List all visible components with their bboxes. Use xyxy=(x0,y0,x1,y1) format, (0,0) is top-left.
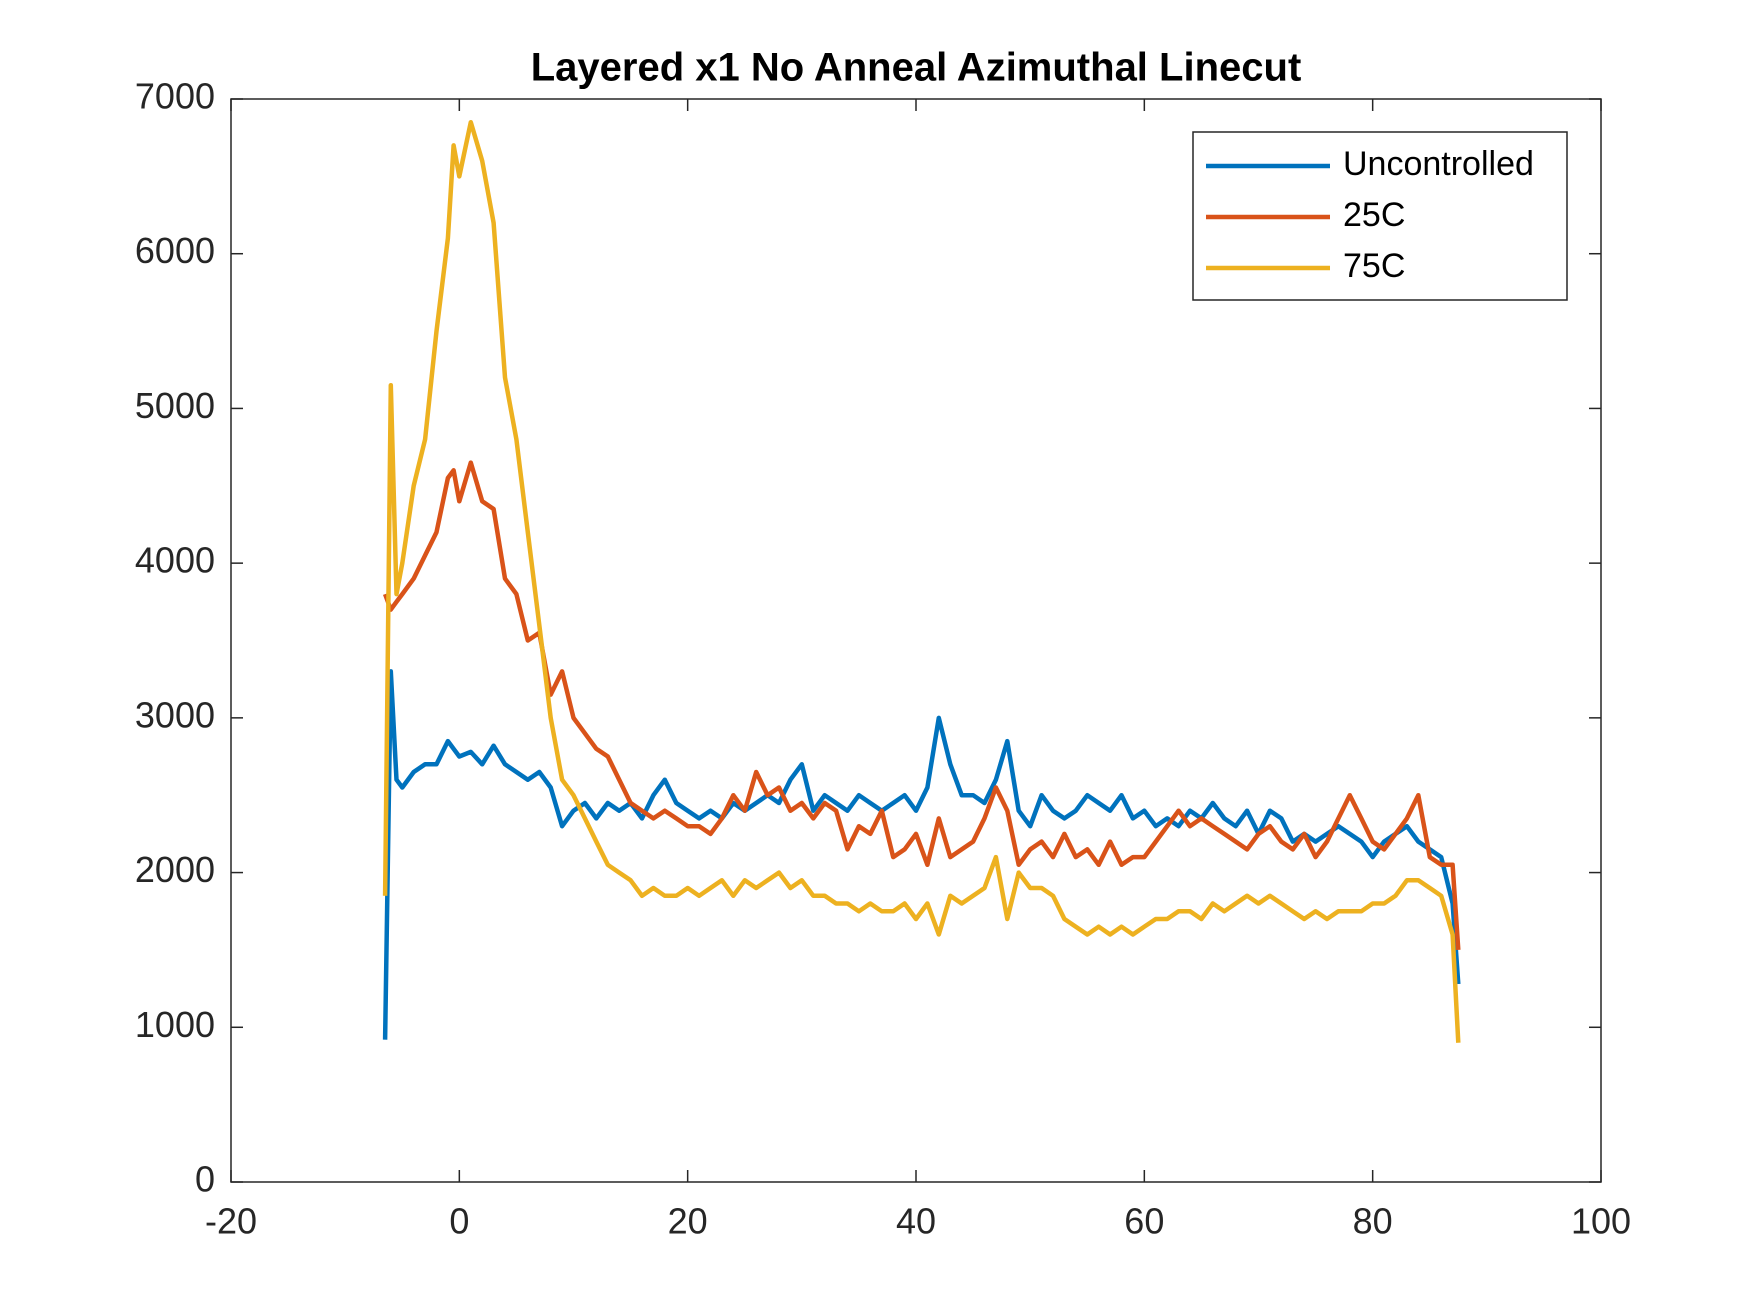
legend-label: 25C xyxy=(1343,196,1405,234)
y-tick-label: 2000 xyxy=(135,849,215,890)
x-tick-label: -20 xyxy=(205,1201,257,1242)
legend: Uncontrolled 25C 75C xyxy=(1192,131,1568,301)
x-tick-label: 100 xyxy=(1571,1201,1631,1242)
series-line xyxy=(382,669,1461,1040)
x-tick-label: 20 xyxy=(668,1201,708,1242)
y-tick-label: 6000 xyxy=(135,230,215,271)
legend-label: Uncontrolled xyxy=(1343,145,1534,183)
series-line xyxy=(382,119,1461,1043)
x-tick-label: 60 xyxy=(1124,1201,1164,1242)
x-tick-label: 40 xyxy=(896,1201,936,1242)
y-tick-label: 3000 xyxy=(135,694,215,735)
y-tick-label: 1000 xyxy=(135,1004,215,1045)
x-tick-label: 80 xyxy=(1353,1201,1393,1242)
y-tick-label: 0 xyxy=(195,1159,215,1200)
legend-label: 75C xyxy=(1343,247,1405,285)
y-tick-label: 4000 xyxy=(135,540,215,581)
y-tick-label: 5000 xyxy=(135,385,215,426)
x-tick-label: 0 xyxy=(449,1201,469,1242)
y-tick-label: 7000 xyxy=(135,76,215,117)
chart-title: Layered x1 No Anneal Azimuthal Linecut xyxy=(531,46,1302,90)
